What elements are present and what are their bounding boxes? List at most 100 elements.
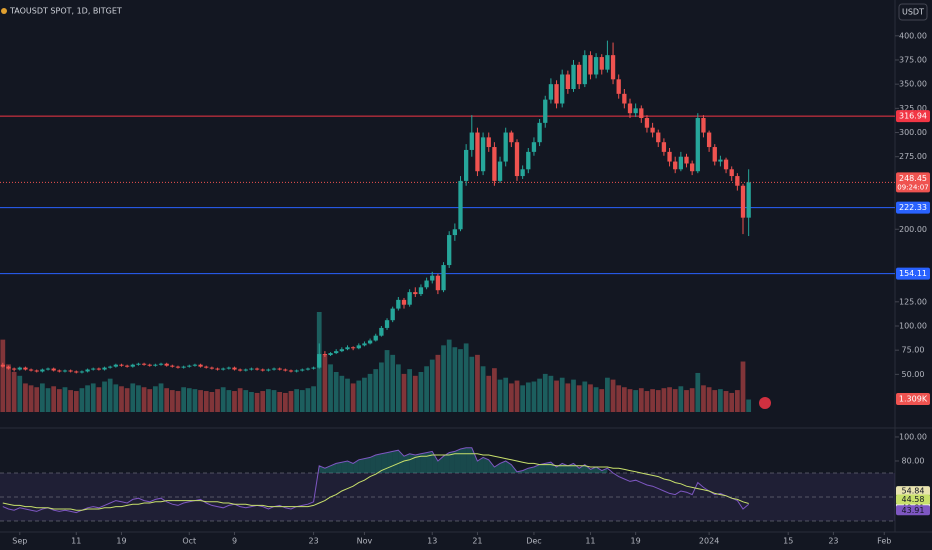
candle-body [486,137,491,148]
volume-bar [576,385,582,412]
volume-bar [379,362,384,412]
volume-bar [740,361,746,412]
candle-body [526,151,531,170]
candle-body [0,364,5,367]
candle-body [28,369,34,371]
volume-bar [0,339,6,412]
candle-body [729,169,734,177]
x-tick-label: 2024 [699,537,719,546]
candle-body [62,370,68,372]
volume-bar [718,389,723,412]
x-tick-label: 19 [116,537,126,546]
volume-bar [599,389,605,412]
volume-bar [322,354,328,412]
rsi-y-tick-label: 80.00 [902,456,925,465]
volume-bar [62,387,68,412]
volume-bar [672,389,678,412]
volume-bar [164,388,170,412]
candle-body [57,370,62,372]
candle-body [305,368,311,370]
volume-bar [333,372,339,412]
volume-bar [514,380,520,412]
x-tick-label: 11 [71,537,81,546]
volume-bar [34,387,40,412]
candle-body [610,55,616,80]
volume-bar [548,375,554,412]
volume-bar [141,387,147,412]
candle-body [588,55,593,75]
currency-button[interactable] [898,3,928,21]
volume-label-box [896,393,930,405]
y-tick-label: 300.00 [899,128,927,137]
volume-bar [588,384,593,412]
candle-body [345,347,350,350]
candle-body [418,287,424,295]
volume-bar [412,375,418,412]
last-price-box [896,172,930,193]
volume-bar [271,390,277,412]
x-tick-label: 11 [585,537,595,546]
volume-bar [701,385,706,412]
candle-body [475,132,480,172]
candle-body [79,371,85,373]
volume-bar [367,373,373,412]
candle-body [34,370,39,372]
candle-body [85,369,90,372]
rsi-ma-value-label: 44.58 [902,495,925,504]
candle-body [96,368,102,370]
volume-bar [215,389,220,412]
volume-bar [107,378,113,412]
rsi-overbought-fill [539,463,546,473]
candle-body [91,368,96,370]
rsi-overbought-fill [488,459,495,473]
currency-label[interactable]: USDT [902,8,924,17]
volume-bar [537,378,542,412]
volume-bar [712,390,718,412]
volume-bar [203,391,209,412]
volume-bar [729,392,735,412]
volume-bar [458,349,463,412]
volume-bar [79,388,85,412]
volume-bar [424,366,429,412]
candle-body [198,364,203,367]
volume-bar [695,372,701,412]
candle-body [294,370,299,372]
y-tick-label: 400.00 [899,31,927,40]
volume-bar [158,383,164,412]
countdown-label: 09:24:07 [897,183,928,191]
volume-bar [621,387,627,412]
volume-bar [181,387,187,412]
candle-body [108,366,113,368]
candle-body [356,345,361,349]
volume-bar [85,385,90,412]
rsi-overbought-fill [466,447,472,473]
rsi-overbought-fill [375,453,382,473]
candle-body [497,161,503,181]
candle-body [311,367,316,369]
candle-body [68,370,73,372]
rsi-overbought-fill [477,457,484,473]
candle-body [384,320,390,328]
flag-icon[interactable] [759,397,771,409]
y-tick-label: 200.00 [899,225,927,234]
volume-bar [232,391,237,412]
volume-bar [345,378,350,412]
volume-bar [554,380,559,412]
candle-body [480,137,486,172]
volume-bar [339,375,345,412]
y-tick-label: 75.00 [902,346,925,355]
volume-bar [395,364,401,412]
candle-body [74,371,79,373]
candle-body [452,229,457,236]
candle-body [300,369,305,371]
candle-body [430,275,435,281]
candle-body [593,57,599,75]
volume-bar [610,379,616,412]
candle-body [537,122,542,143]
candle-body [266,369,271,371]
volume-bar [627,389,633,412]
volume-bar [17,375,23,412]
volume-bar [689,388,695,412]
volume-bar [650,389,655,412]
